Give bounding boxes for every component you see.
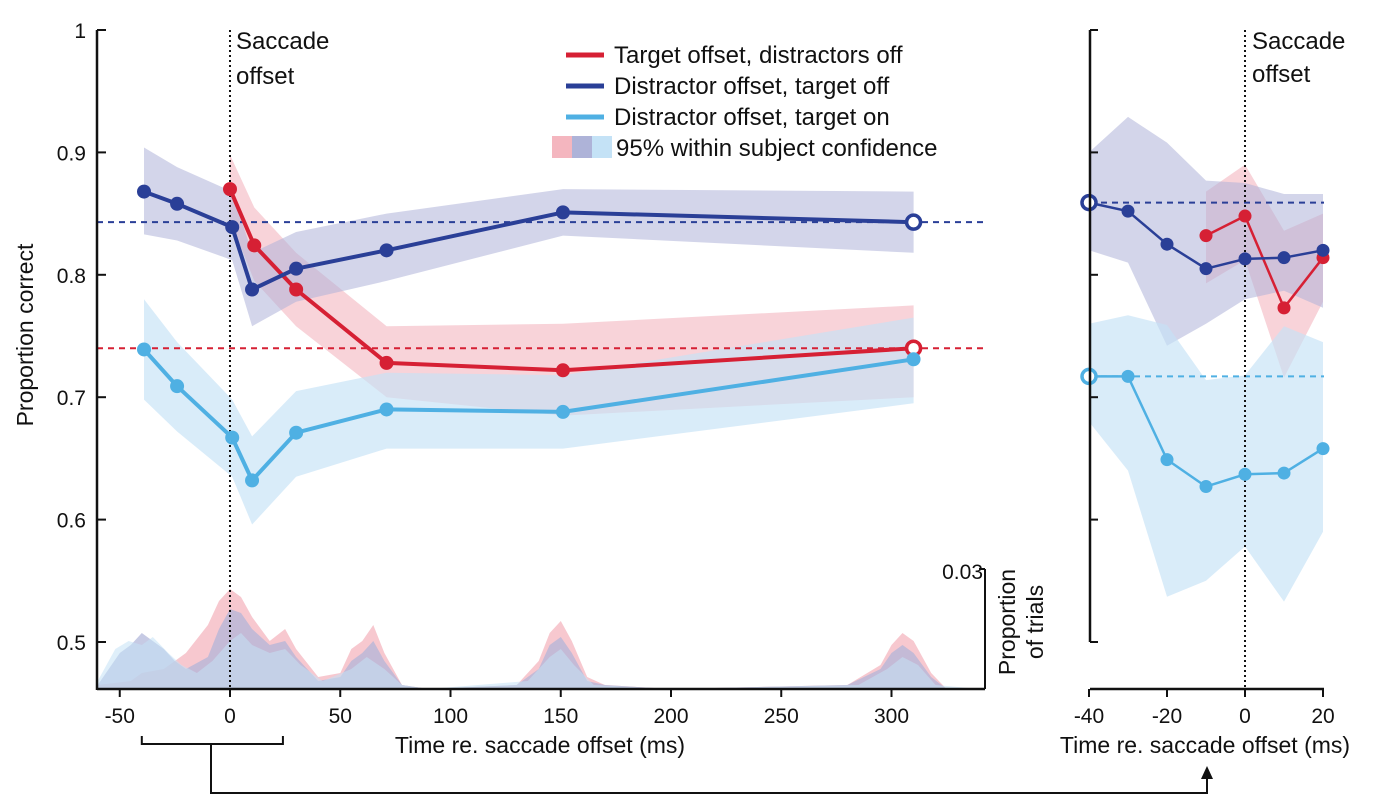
y-tick-label: 0.7 bbox=[57, 387, 86, 410]
inset-x-tick-label: 0 bbox=[1239, 705, 1251, 728]
y-tick-label: 1 bbox=[74, 20, 86, 43]
inset-data-point bbox=[1316, 442, 1330, 456]
inset-x-axis-label: Time re. saccade offset (ms) bbox=[1060, 732, 1350, 758]
inset-data-point bbox=[1277, 466, 1291, 480]
inset-confidence-bands bbox=[1089, 116, 1323, 602]
data-point bbox=[289, 261, 304, 276]
confidence-bands bbox=[144, 147, 914, 525]
time-window-connector bbox=[140, 736, 1213, 794]
legend-swatch-band-light bbox=[592, 136, 612, 158]
legend-label: Distractor offset, target off bbox=[614, 73, 890, 100]
baseline-point bbox=[904, 213, 923, 231]
y-tick-group: 1 0.9 0.8 0.7 0.6 0.5 bbox=[57, 20, 106, 655]
data-point bbox=[555, 363, 570, 378]
series-lines bbox=[142, 188, 914, 483]
inset-data-point bbox=[1199, 262, 1213, 276]
x-tick-label: 100 bbox=[433, 705, 468, 728]
inset-saccade-label-line2: offset bbox=[1252, 61, 1311, 88]
data-point bbox=[225, 430, 240, 445]
inset-data-point bbox=[1277, 301, 1291, 315]
confidence-band bbox=[144, 147, 914, 327]
series-points bbox=[137, 182, 923, 488]
inset-data-point bbox=[1199, 480, 1213, 494]
inset-series-line bbox=[1205, 214, 1324, 310]
inset-data-point bbox=[1277, 251, 1291, 265]
histogram-ylabel-line2: of trials bbox=[1022, 585, 1048, 659]
x-tick-group: -50 0 50 100 150 200 250 300 bbox=[105, 689, 909, 728]
data-point bbox=[245, 473, 260, 488]
series-line bbox=[228, 188, 914, 373]
y-tick-label: 0.6 bbox=[57, 510, 86, 533]
inset-panel: -40 -20 0 20 Time re. saccade offset (ms) S… bbox=[1060, 28, 1350, 758]
series-line bbox=[142, 348, 914, 483]
x-axis-label: Time re. saccade offset (ms) bbox=[395, 732, 685, 758]
inset-y-tick-group bbox=[1090, 29, 1098, 643]
data-point bbox=[137, 342, 152, 357]
data-point bbox=[170, 379, 185, 394]
legend: Target offset, distractors off Distracto… bbox=[552, 42, 938, 162]
data-point bbox=[247, 238, 262, 253]
data-point bbox=[906, 352, 921, 367]
data-point bbox=[379, 355, 394, 370]
inset-x-tick-group: -40 -20 0 20 bbox=[1074, 689, 1335, 728]
data-point bbox=[379, 243, 394, 258]
data-point bbox=[137, 184, 152, 199]
connector-line bbox=[210, 744, 1208, 794]
data-point bbox=[289, 425, 304, 440]
inset-data-point bbox=[1316, 243, 1330, 257]
legend-swatch-band-red bbox=[552, 136, 572, 158]
x-tick-label: 150 bbox=[543, 705, 578, 728]
y-tick-label: 0.9 bbox=[57, 142, 86, 165]
legend-label: Target offset, distractors off bbox=[614, 42, 903, 69]
x-tick-label: 200 bbox=[653, 705, 688, 728]
x-tick-label: 250 bbox=[764, 705, 799, 728]
data-point bbox=[555, 205, 570, 220]
data-point bbox=[225, 220, 240, 235]
x-tick-label: 300 bbox=[874, 705, 909, 728]
data-point bbox=[245, 282, 260, 297]
saccade-label-line1: Saccade bbox=[236, 28, 329, 55]
inset-data-point bbox=[1121, 369, 1135, 383]
inset-saccade-label-line1: Saccade bbox=[1252, 28, 1345, 55]
inset-x-tick-label: 20 bbox=[1311, 705, 1334, 728]
inset-x-tick-label: -20 bbox=[1152, 705, 1182, 728]
time-window-bracket bbox=[140, 736, 284, 745]
data-point bbox=[379, 402, 394, 417]
y-tick-label: 0.5 bbox=[57, 632, 86, 655]
inset-data-point bbox=[1238, 252, 1252, 266]
histogram-light bbox=[97, 633, 980, 689]
data-point bbox=[223, 182, 237, 197]
data-point bbox=[289, 282, 304, 297]
series-line bbox=[143, 189, 914, 292]
legend-label: Distractor offset, target on bbox=[614, 104, 890, 131]
x-tick-label: -50 bbox=[105, 705, 135, 728]
histogram-ylabel-line1: Proportion bbox=[994, 569, 1020, 675]
connector-arrowhead bbox=[1201, 766, 1213, 779]
inset-x-tick-label: -40 bbox=[1074, 705, 1104, 728]
data-point bbox=[555, 404, 570, 419]
inset-data-point bbox=[1199, 229, 1213, 243]
data-point bbox=[170, 196, 185, 211]
inset-data-point bbox=[1238, 209, 1252, 223]
inset-data-point bbox=[1121, 204, 1135, 218]
inset-confidence-band bbox=[1089, 315, 1323, 602]
histogram-scale-label: 0.03 bbox=[942, 561, 983, 584]
x-tick-label: 50 bbox=[329, 705, 352, 728]
histogram-layer bbox=[97, 589, 980, 689]
x-tick-label: 0 bbox=[224, 705, 236, 728]
saccade-label-line2: offset bbox=[236, 63, 295, 90]
legend-swatch-band-dark bbox=[572, 136, 592, 158]
y-axis-label: Proportion correct bbox=[12, 243, 38, 426]
main-panel: 1 0.9 0.8 0.7 0.6 0.5 -50 0 50 100 150 200 250 300 P… bbox=[12, 20, 1213, 794]
legend-label: 95% within subject confidence bbox=[616, 135, 938, 162]
y-tick-label: 0.8 bbox=[57, 265, 86, 288]
inset-data-point bbox=[1238, 467, 1252, 481]
inset-data-point bbox=[1160, 453, 1174, 467]
inset-data-point bbox=[1160, 237, 1174, 251]
